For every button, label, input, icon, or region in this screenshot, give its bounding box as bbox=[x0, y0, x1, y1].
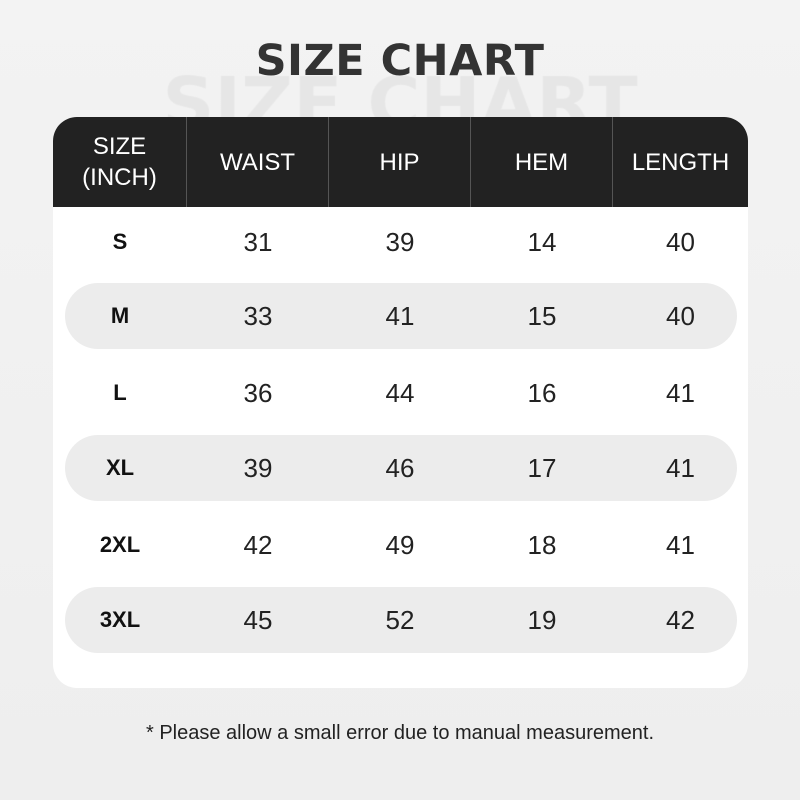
cell-length: 41 bbox=[666, 529, 695, 560]
cell-hip: 49 bbox=[385, 529, 415, 560]
cell-waist: 45 bbox=[243, 604, 273, 635]
cell-size: 2XL bbox=[99, 532, 141, 557]
cell-waist: 42 bbox=[243, 529, 273, 560]
page-title: SIZE CHART bbox=[255, 36, 545, 86]
table-row: L 36 44 16 41 bbox=[53, 360, 748, 426]
table-row: 2XL 42 49 18 41 bbox=[53, 512, 748, 578]
cell-hem: 16 bbox=[527, 377, 557, 408]
cell-hip: 41 bbox=[385, 300, 415, 331]
cell-waist: 31 bbox=[243, 226, 273, 257]
footer-note: * Please allow a small error due to manu… bbox=[145, 722, 655, 744]
cell-length: 40 bbox=[666, 226, 695, 257]
cell-size: L bbox=[113, 380, 127, 405]
cell-hip: 52 bbox=[385, 604, 415, 635]
cell-length: 41 bbox=[666, 452, 695, 483]
cell-length: 42 bbox=[666, 604, 695, 635]
header-size: SIZE (INCH) bbox=[53, 117, 187, 207]
cell-hem: 19 bbox=[527, 604, 557, 635]
cell-waist: 36 bbox=[243, 377, 273, 408]
cell-length: 41 bbox=[666, 377, 695, 408]
table-row: 3XL 45 52 19 42 bbox=[53, 587, 748, 653]
cell-hip: 39 bbox=[385, 226, 415, 257]
cell-hem: 18 bbox=[527, 529, 557, 560]
cell-size: XL bbox=[105, 455, 135, 480]
cell-length: 40 bbox=[666, 300, 695, 331]
cell-size: M bbox=[110, 303, 130, 328]
cell-hem: 14 bbox=[527, 226, 557, 257]
table-row: S 31 39 14 40 bbox=[53, 209, 748, 275]
header-hem: HEM bbox=[471, 117, 613, 207]
table-header: SIZE (INCH) WAIST HIP HEM LENGTH bbox=[53, 117, 748, 207]
header-length: LENGTH bbox=[631, 148, 730, 176]
table-row: XL 39 46 17 41 bbox=[53, 435, 748, 501]
cell-hem: 15 bbox=[527, 300, 557, 331]
header-hip: HIP bbox=[329, 117, 471, 207]
size-table: SIZE (INCH) WAIST HIP HEM LENGTH S 31 39 14 4… bbox=[53, 117, 748, 688]
cell-size: S bbox=[112, 229, 128, 254]
header-unit-label: (INCH) bbox=[82, 164, 157, 191]
cell-waist: 39 bbox=[243, 452, 273, 483]
header-size-label: SIZE bbox=[92, 133, 147, 160]
header-waist: WAIST bbox=[187, 117, 329, 207]
table-row: M 33 41 15 40 bbox=[53, 283, 748, 349]
cell-size: 3XL bbox=[99, 607, 141, 632]
cell-waist: 33 bbox=[243, 300, 273, 331]
cell-hip: 46 bbox=[385, 452, 415, 483]
cell-hip: 44 bbox=[385, 377, 415, 408]
cell-hem: 17 bbox=[527, 452, 557, 483]
